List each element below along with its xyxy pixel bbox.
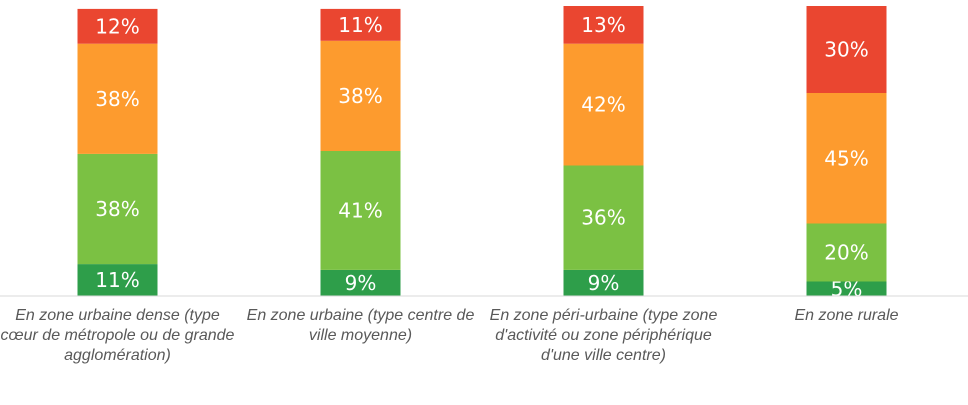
bar-segment (563, 269, 644, 296)
value-label: 42% (581, 93, 625, 117)
value-label: 45% (824, 146, 868, 170)
value-label: 41% (338, 198, 382, 222)
value-label: 9% (345, 271, 377, 295)
value-label: 38% (95, 197, 139, 221)
bar-segment (806, 223, 887, 282)
x-tick-label: En zone urbaine (type centre de ville mo… (246, 307, 475, 344)
value-label: 11% (338, 13, 382, 37)
value-label: 38% (338, 84, 382, 108)
bar-segment (77, 264, 158, 296)
bar-segment (563, 165, 644, 270)
value-label: 36% (581, 206, 625, 230)
bar-segment (806, 281, 887, 296)
x-tick-label: En zone urbaine dense (type cœur de métr… (0, 307, 235, 364)
bar-segment (806, 6, 887, 93)
value-label: 9% (588, 271, 620, 295)
bar-segment (320, 151, 401, 270)
bar-segment (77, 43, 158, 154)
bar-segment (563, 6, 644, 44)
bar-segment (77, 8, 158, 44)
value-label: 13% (581, 13, 625, 37)
bar-segment (77, 153, 158, 265)
value-label: 30% (824, 38, 868, 62)
value-label: 20% (824, 241, 868, 265)
x-tick-label: En zone rurale (794, 307, 899, 324)
value-label: 12% (95, 14, 139, 38)
value-label: 11% (95, 268, 139, 292)
bar-segment (320, 269, 401, 296)
bar-segment (563, 43, 644, 166)
bar-segment (320, 8, 401, 41)
bar-segment (806, 93, 887, 224)
x-tick-label: En zone péri-urbaine (type zone d'activi… (489, 307, 718, 364)
value-label: 38% (95, 87, 139, 111)
bar-segment (320, 40, 401, 151)
